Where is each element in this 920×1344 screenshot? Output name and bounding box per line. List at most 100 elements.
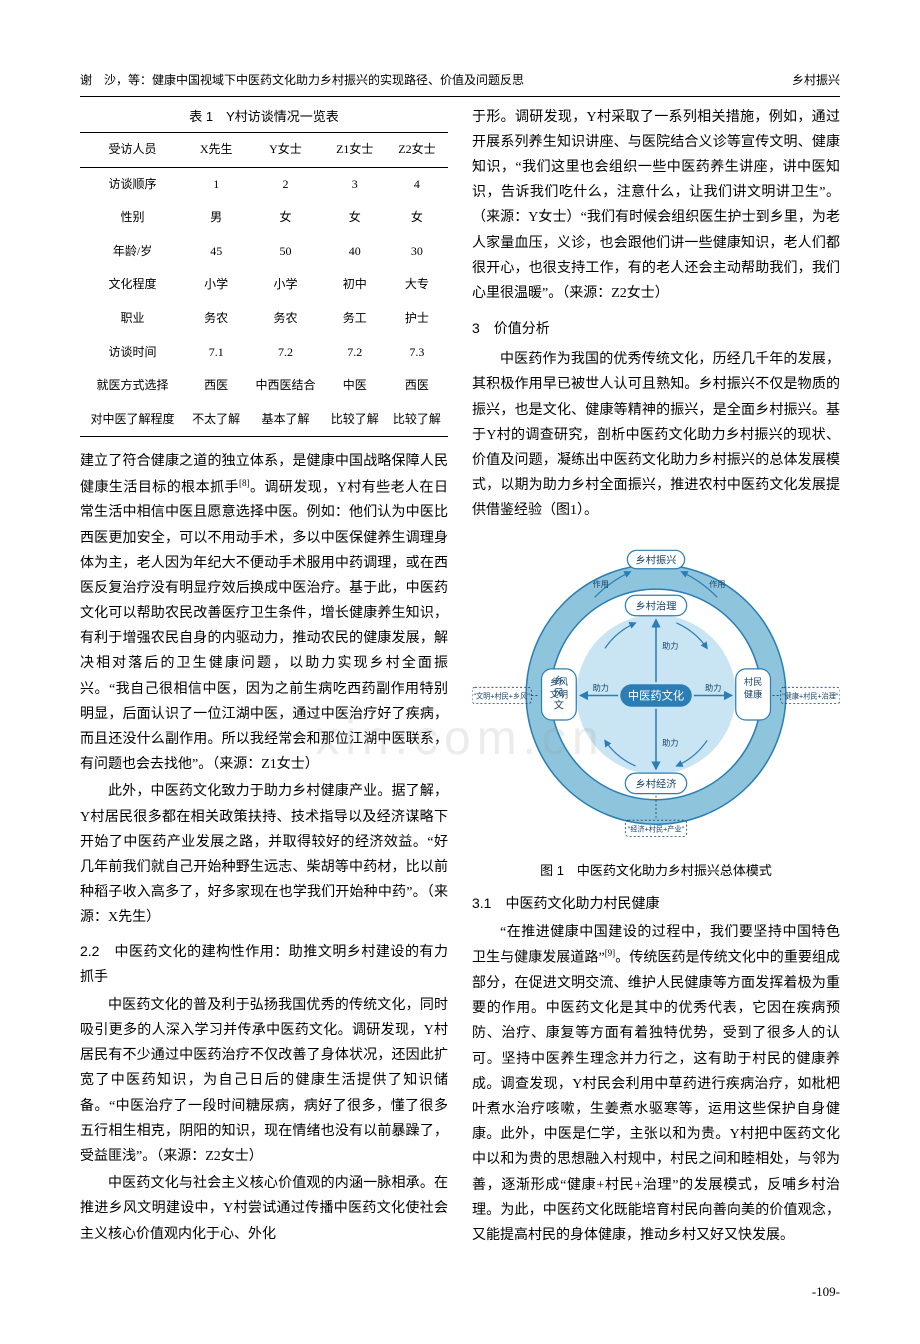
cell: 小学 [185,268,247,302]
svg-text:乡村振兴: 乡村振兴 [636,553,677,566]
cell: 务工 [324,302,386,336]
table-row: 就医方式选择 西医 中西医结合 中医 西医 [80,369,448,403]
cell: 务农 [185,302,247,336]
svg-text:作用: 作用 [593,579,609,589]
body-para: 此外，中医药文化致力于助力乡村健康产业。据了解，Y村居民很多都在相关政策扶持、技… [80,779,448,930]
cell: 1 [185,167,247,201]
svg-text:文: 文 [554,698,564,711]
cell: 受访人员 [80,132,185,167]
cell: 大专 [386,268,448,302]
cell: 中西医结合 [247,369,323,403]
body-para: 中医药作为我国的优秀传统文化，历经几千年的发展，其积极作用早已被世人认可且熟知。… [472,347,840,523]
cell: Z1女士 [324,132,386,167]
cell: 比较了解 [324,403,386,437]
cell: 女 [324,201,386,235]
table-row: 文化程度 小学 小学 初中 大专 [80,268,448,302]
cell: 7.3 [386,336,448,370]
cell: X先生 [185,132,247,167]
cell: 西医 [386,369,448,403]
svg-text:"健康+村民+治理": "健康+村民+治理" [782,691,839,700]
two-column-layout: 表 1 Y村访谈情况一览表 受访人员 X先生 Y女士 Z1女士 Z2女士 访谈顺… [80,105,840,1251]
figure-1-svg: 中医药文化 乡村治理 乡村经济 乡 风 文 [472,536,840,843]
cell: 性别 [80,201,185,235]
figure-1-caption: 图 1 中医药文化助力乡村振兴总体模式 [472,859,840,882]
svg-text:村民: 村民 [744,676,762,687]
cell: 7.2 [324,336,386,370]
table1-title: 表 1 Y村访谈情况一览表 [80,105,448,128]
table-row: 性别 男 女 女 女 [80,201,448,235]
svg-text:乡风: 乡风 [550,677,568,687]
cell: 比较了解 [386,403,448,437]
cell: 小学 [247,268,323,302]
body-para: 于形。调研发现，Y村采取了一系列相关措施，例如，通过开展系列养生知识讲座、与医院… [472,105,840,307]
page-header: 谢 沙，等：健康中国视域下中医药文化助力乡村振兴的实现路径、价值及问题反思 乡村… [80,70,840,97]
cell: 男 [185,201,247,235]
cell: 就医方式选择 [80,369,185,403]
cell: 50 [247,235,323,269]
cell: 7.1 [185,336,247,370]
table-row: 职业 务农 务农 务工 护士 [80,302,448,336]
cell: 女 [247,201,323,235]
svg-text:中医药文化: 中医药文化 [628,688,684,702]
table1: 受访人员 X先生 Y女士 Z1女士 Z2女士 访谈顺序 1 2 3 4 性别 男… [80,132,448,437]
cell: 3 [324,167,386,201]
svg-text:乡村治理: 乡村治理 [636,599,677,612]
cell: 45 [185,235,247,269]
text: 。调研发现，Y村有些老人在日常生活中相信中医且愿意选择中医。例如：他们认为中医比… [80,480,448,772]
table-row: 受访人员 X先生 Y女士 Z1女士 Z2女士 [80,132,448,167]
svg-text:助力: 助力 [662,737,678,747]
figure-1: 中医药文化 乡村治理 乡村经济 乡 风 文 [472,536,840,883]
cell: 女 [386,201,448,235]
cell: Y女士 [247,132,323,167]
body-para: 中医药文化与社会主义核心价值观的内涵一脉相承。在推进乡风文明建设中，Y村尝试通过… [80,1171,448,1247]
body-para: 建立了符合健康之道的独立体系，是健康中国战略保障人民健康生活目标的根本抓手[8]… [80,449,448,777]
cell: 文化程度 [80,268,185,302]
cell: 务农 [247,302,323,336]
cell: 基本了解 [247,403,323,437]
cell: 30 [386,235,448,269]
cell: 不太了解 [185,403,247,437]
svg-text:文明: 文明 [550,688,568,699]
body-para: 中医药文化的普及利于弘扬我国优秀的传统文化，同时吸引更多的人深入学习并传承中医药… [80,993,448,1169]
right-column: 于形。调研发现，Y村采取了一系列相关措施，例如，通过开展系列养生知识讲座、与医院… [472,105,840,1251]
table-row: 年龄/岁 45 50 40 30 [80,235,448,269]
heading-3: 3 价值分析 [472,316,840,341]
svg-text:助力: 助力 [593,682,609,692]
table-row: 访谈顺序 1 2 3 4 [80,167,448,201]
cell: 年龄/岁 [80,235,185,269]
node-bottom: 乡村经济 [625,773,686,793]
page-number: -109- [80,1280,840,1303]
cell: 4 [386,167,448,201]
node-top: 乡村治理 [625,595,686,615]
cell: 2 [247,167,323,201]
svg-text:健康: 健康 [744,688,762,699]
svg-text:乡村经济: 乡村经济 [636,777,677,790]
cell: 西医 [185,369,247,403]
cell: 职业 [80,302,185,336]
cell: Z2女士 [386,132,448,167]
heading-3-1: 3.1 中医药文化助力村民健康 [472,891,840,916]
cell: 40 [324,235,386,269]
table-row: 访谈时间 7.1 7.2 7.2 7.3 [80,336,448,370]
svg-text:助力: 助力 [705,682,721,692]
svg-text:作用: 作用 [709,579,725,589]
table-row: 对中医了解程度 不太了解 基本了解 比较了解 比较了解 [80,403,448,437]
cell: 初中 [324,268,386,302]
cell: 中医 [324,369,386,403]
cell: 护士 [386,302,448,336]
left-column: 表 1 Y村访谈情况一览表 受访人员 X先生 Y女士 Z1女士 Z2女士 访谈顺… [80,105,448,1251]
cell: 对中医了解程度 [80,403,185,437]
header-right: 乡村振兴 [792,70,840,92]
body-para: “在推进健康中国建设的过程中，我们要坚持中国特色卫生与健康发展道路”[9]。传统… [472,920,840,1248]
citation: [9] [605,948,616,958]
header-left: 谢 沙，等：健康中国视域下中医药文化助力乡村振兴的实现路径、价值及问题反思 [80,70,524,92]
citation: [8] [239,478,250,488]
cell: 访谈顺序 [80,167,185,201]
text: 。传统医药是传统文化中的重要组成部分，在促进文明交流、维护人民健康等方面发挥着极… [472,951,840,1243]
cell: 7.2 [247,336,323,370]
svg-text:"文明+村民+乡风": "文明+村民+乡风" [474,691,531,700]
cell: 访谈时间 [80,336,185,370]
svg-text:助力: 助力 [662,640,678,650]
svg-text:"经济+村民+产业": "经济+村民+产业" [628,824,685,833]
heading-2-2: 2.2 中医药文化的建构性作用：助推文明乡村建设的有力抓手 [80,939,448,989]
